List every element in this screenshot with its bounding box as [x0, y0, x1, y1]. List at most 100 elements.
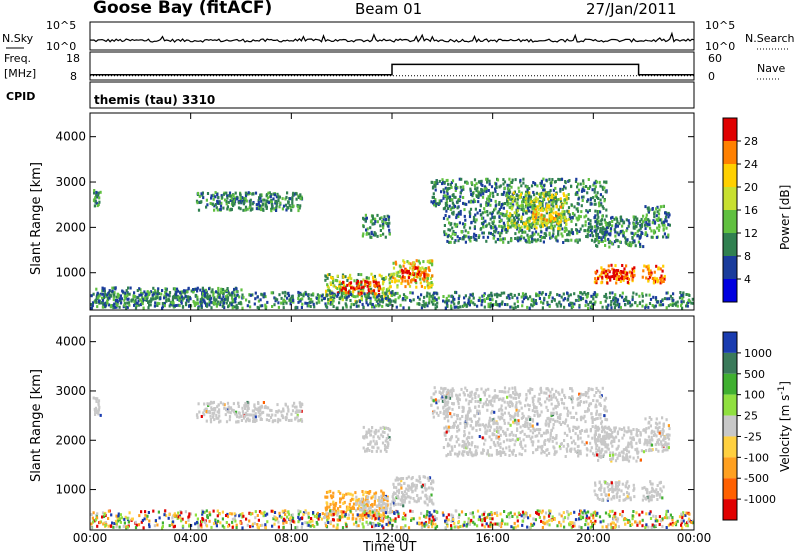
heatmap-cell	[434, 386, 436, 389]
heatmap-cell	[599, 181, 601, 184]
heatmap-cell	[475, 238, 477, 241]
heatmap-cell	[445, 210, 447, 213]
heatmap-cell	[213, 401, 215, 404]
heatmap-cell	[585, 304, 587, 307]
heatmap-cell	[229, 415, 231, 418]
heatmap-cell	[485, 401, 487, 404]
heatmap-cell	[494, 207, 496, 210]
heatmap-cell	[468, 432, 470, 435]
heatmap-cell	[262, 203, 264, 206]
heatmap-cell	[650, 298, 652, 301]
heatmap-cell	[639, 243, 641, 246]
heatmap-cell	[450, 436, 452, 439]
heatmap-cell	[126, 289, 128, 292]
heatmap-cell	[589, 209, 591, 212]
heatmap-cell	[638, 295, 640, 298]
heatmap-cell	[255, 192, 257, 195]
heatmap-cell	[599, 185, 601, 188]
heatmap-cell	[525, 222, 527, 225]
heatmap-cell	[471, 397, 473, 400]
heatmap-cell	[302, 294, 304, 297]
heatmap-cell	[655, 265, 657, 268]
heatmap-cell	[110, 294, 112, 297]
heatmap-cell	[568, 206, 570, 209]
heatmap-cell	[493, 237, 495, 240]
heatmap-cell	[611, 220, 613, 223]
heatmap-cell	[605, 300, 607, 303]
heatmap-cell	[644, 224, 646, 227]
heatmap-cell	[441, 178, 443, 181]
heatmap-cell	[594, 188, 596, 191]
heatmap-cell	[662, 270, 664, 273]
heatmap-cell	[355, 287, 357, 290]
heatmap-cell	[321, 299, 323, 302]
heatmap-cell	[480, 188, 482, 191]
heatmap-cell	[286, 206, 288, 209]
heatmap-cell	[143, 290, 145, 293]
heatmap-cell	[594, 203, 596, 206]
heatmap-cell	[418, 302, 420, 305]
heatmap-cell	[250, 294, 252, 297]
heatmap-cell	[318, 301, 320, 304]
heatmap-cell	[478, 299, 480, 302]
heatmap-cell	[610, 300, 612, 303]
heatmap-cell	[459, 305, 461, 308]
heatmap-cell	[541, 186, 543, 189]
heatmap-cell	[492, 222, 494, 225]
heatmap-cell	[406, 296, 408, 299]
heatmap-cell	[274, 414, 276, 417]
heatmap-cell	[385, 236, 387, 239]
heatmap-cell	[389, 277, 391, 280]
heatmap-cell	[353, 303, 355, 306]
heatmap-cell	[653, 232, 655, 235]
heatmap-cell	[403, 293, 405, 296]
heatmap-cell	[592, 234, 594, 237]
heatmap-cell	[489, 183, 491, 186]
heatmap-cell	[625, 229, 627, 232]
heatmap-cell	[392, 276, 394, 279]
heatmap-cell	[446, 179, 448, 182]
heatmap-cell	[509, 306, 511, 309]
freq-left-tick-top: 18	[66, 52, 80, 65]
heatmap-cell	[657, 267, 659, 270]
heatmap-cell	[585, 185, 587, 188]
heatmap-cell	[493, 230, 495, 233]
heatmap-cell	[226, 302, 228, 305]
heatmap-cell	[536, 448, 538, 451]
heatmap-cell	[391, 273, 393, 276]
heatmap-cell	[248, 300, 250, 303]
heatmap-cell	[330, 503, 332, 506]
heatmap-cell	[135, 299, 137, 302]
heatmap-cell	[576, 185, 578, 188]
heatmap-cell	[529, 220, 531, 223]
heatmap-cell	[508, 178, 510, 181]
heatmap-cell	[525, 239, 527, 242]
heatmap-cell	[256, 207, 258, 210]
heatmap-cell	[287, 201, 289, 204]
heatmap-cell	[639, 220, 641, 223]
heatmap-cell	[419, 477, 421, 480]
heatmap-cell	[238, 302, 240, 305]
heatmap-cell	[430, 482, 432, 485]
heatmap-cell	[133, 304, 135, 307]
heatmap-cell	[463, 226, 465, 229]
heatmap-cell	[472, 200, 474, 203]
heatmap-cell	[503, 222, 505, 225]
heatmap-cell	[441, 182, 443, 185]
heatmap-cell	[390, 291, 392, 294]
heatmap-cell	[559, 227, 561, 230]
heatmap-cell	[427, 273, 429, 276]
heatmap-cell	[465, 203, 467, 206]
heatmap-cell	[380, 495, 382, 498]
heatmap-cell	[662, 235, 664, 238]
heatmap-cell	[218, 403, 220, 406]
heatmap-cell	[608, 241, 610, 244]
heatmap-cell	[104, 293, 106, 296]
heatmap-cell	[369, 281, 371, 284]
heatmap-cell	[569, 412, 571, 415]
heatmap-cell	[336, 295, 338, 298]
heatmap-cell	[483, 207, 485, 210]
heatmap-cell	[370, 273, 372, 276]
heatmap-cell	[536, 192, 538, 195]
heatmap-cell	[628, 222, 630, 225]
